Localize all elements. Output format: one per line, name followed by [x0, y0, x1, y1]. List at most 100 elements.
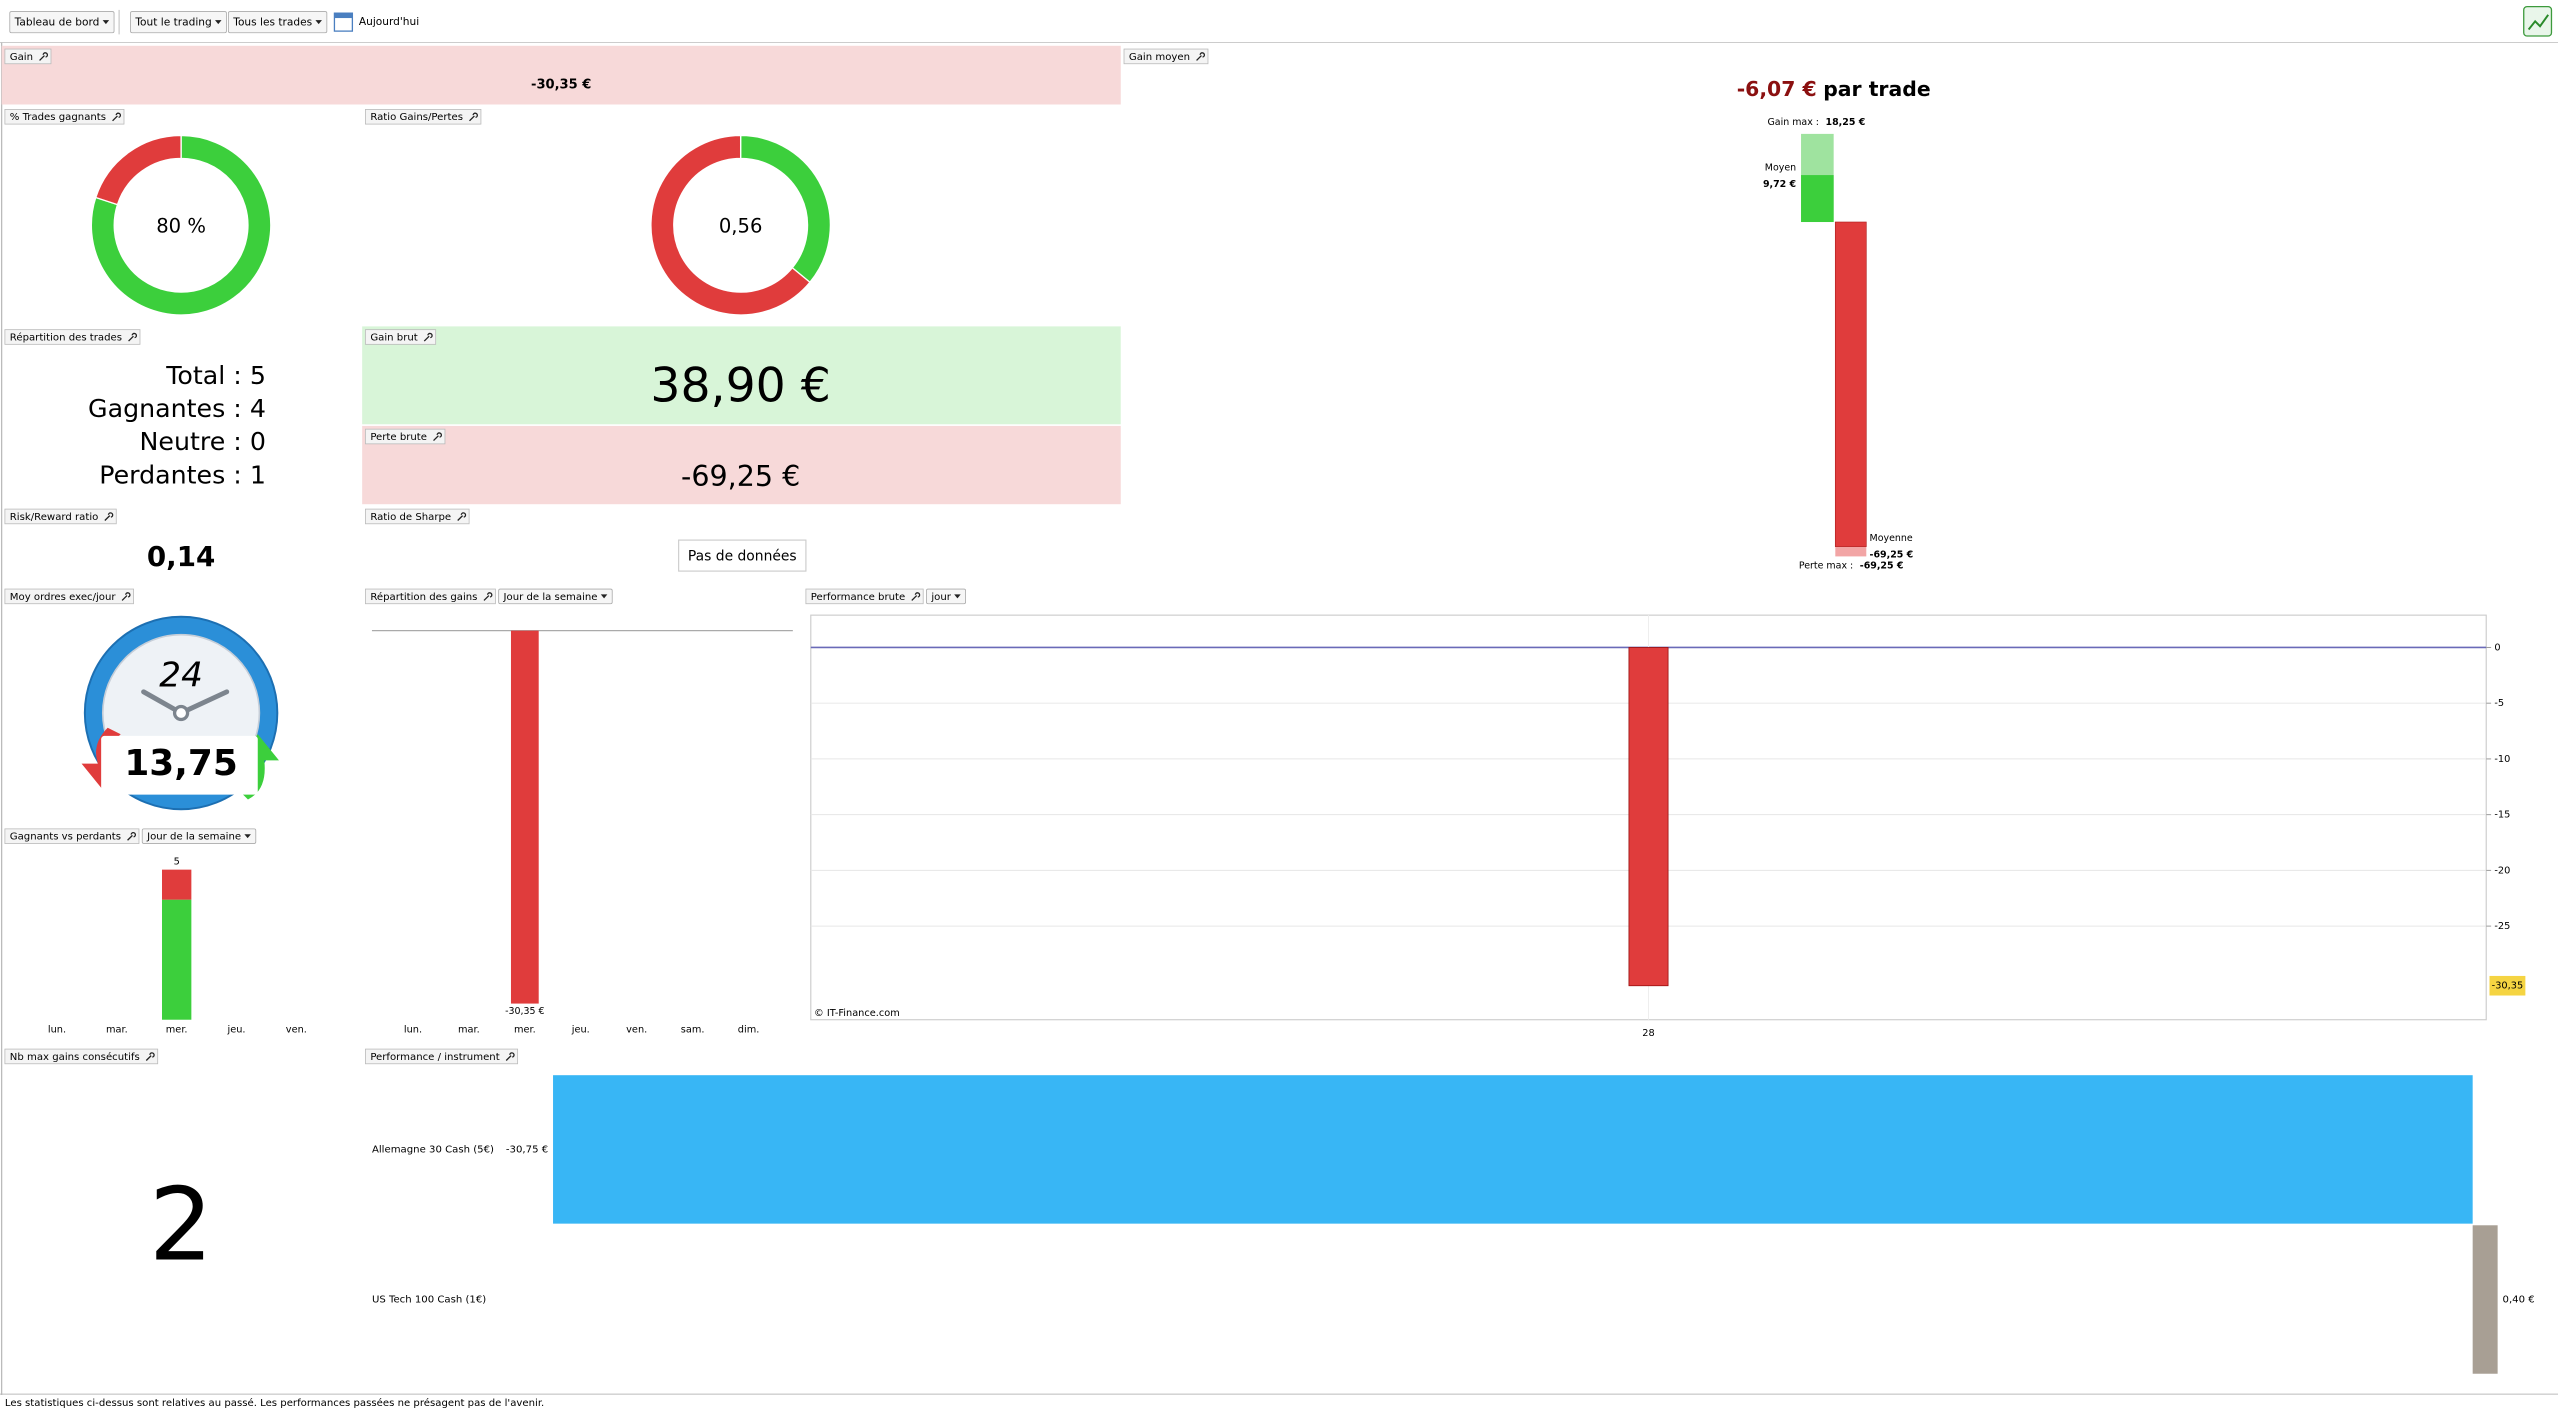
dropdown[interactable] [130, 11, 227, 34]
dropdown-arrow [102, 20, 110, 25]
wrench-icon[interactable] [469, 112, 478, 122]
gain-brut-value: 38,90 € [650, 358, 831, 413]
calendar-icon-top [334, 13, 353, 19]
trade-count: Perdantes : 1 [99, 460, 266, 489]
wrench-icon[interactable] [483, 592, 493, 601]
loss-max-value: -69,25 € [1860, 561, 1904, 572]
win-bar [161, 899, 192, 1020]
wrench-icon[interactable] [112, 112, 121, 122]
dropdown-label: Tableau de bord [14, 17, 100, 29]
wrench-icon[interactable] [423, 332, 433, 342]
panel-header [805, 588, 924, 605]
panel-header [4, 588, 134, 605]
avg-gain-label: Moyen [1765, 163, 1796, 174]
y-tick-label: 0 [2494, 642, 2500, 653]
wrench-icon[interactable] [121, 592, 131, 601]
dropdown[interactable] [141, 828, 257, 844]
gain-value: -30,35 € [531, 77, 591, 92]
wrench-icon[interactable] [145, 1052, 155, 1061]
clock-center [172, 704, 190, 722]
dropdown[interactable] [498, 588, 613, 605]
wrench-icon[interactable] [104, 512, 114, 521]
panel-header [365, 428, 446, 445]
risk-reward-value: 0,14 [147, 540, 215, 573]
panel-header [4, 1048, 159, 1065]
y-tick-label: -5 [2494, 698, 2504, 709]
x-tick-label: mar. [458, 1025, 480, 1036]
x-tick-label: mar. [106, 1025, 128, 1036]
total-label: 5 [174, 856, 180, 867]
gain-max-value: 18,25 € [1826, 117, 1866, 128]
value-label: -30,35 € [505, 1006, 545, 1017]
wrench-icon[interactable] [505, 1052, 515, 1061]
instrument-bar [553, 1075, 2473, 1224]
app-icon[interactable] [2523, 5, 2553, 37]
win-rate: 80 % [156, 214, 206, 237]
avg-gain-value: 9,72 € [1763, 179, 1796, 190]
dropdown[interactable] [926, 588, 967, 605]
instrument-label: US Tech 100 Cash (1€) [372, 1295, 486, 1306]
wrench-icon[interactable] [127, 832, 136, 841]
panel-header [365, 588, 496, 605]
x-tick-label: lun. [48, 1025, 66, 1036]
orders-value: 13,75 [124, 743, 237, 784]
panel-title: Répartition des trades [10, 331, 122, 343]
panel-title: Performance brute [811, 592, 905, 603]
panel-header [365, 109, 482, 125]
x-tick-label: sam. [681, 1025, 705, 1036]
ratio-value: 0,56 [719, 214, 763, 237]
panel-title: Gain brut [370, 332, 417, 343]
count-box [101, 735, 258, 795]
panel-header [4, 109, 125, 125]
wrench-icon[interactable] [128, 332, 137, 342]
panel-title: Performance / instrument [370, 1052, 499, 1063]
dropdown-arrow [214, 20, 222, 25]
x-tick-label: mer. [514, 1025, 536, 1036]
last-value-tag [2489, 975, 2526, 996]
panel-title: Gain [10, 52, 33, 63]
gain-moyen-suffix: par trade [1823, 77, 1930, 101]
perte-brute-panel [362, 425, 1121, 505]
no-data-box [678, 539, 807, 572]
last-value-label: -30,35 [2492, 981, 2523, 992]
dropdown[interactable] [227, 11, 328, 34]
dropdown[interactable] [9, 11, 115, 34]
x-tick-label: dim. [738, 1025, 760, 1036]
panel-title: Gain moyen [1129, 52, 1190, 63]
bar [1628, 647, 1669, 987]
dropdown-arrow [600, 594, 608, 599]
wrench-icon[interactable] [433, 432, 442, 442]
gain-panel [1, 45, 1121, 105]
panel-header [1123, 48, 1209, 65]
loss-bar [161, 869, 192, 900]
gain-moyen-amount: -6,07 € [1737, 77, 1817, 101]
panel-title: Moy ordres exec/jour [10, 592, 117, 603]
y-tick-label: -15 [2494, 810, 2510, 821]
dropdown-label: Tous les trades [232, 17, 312, 29]
y-tick-label: -20 [2494, 865, 2510, 876]
gain-max-label: Gain max : [1767, 117, 1819, 128]
avg-loss-value: -69,25 € [1870, 549, 1914, 560]
panel-header [4, 508, 117, 525]
wrench-icon[interactable] [1196, 52, 1205, 61]
trade-count: Gagnantes : 4 [88, 394, 266, 423]
panel-title: % Trades gagnants [10, 112, 106, 123]
wrench-icon[interactable] [457, 512, 467, 521]
panel-title: Ratio Gains/Pertes [370, 112, 463, 123]
panel-title: Risk/Reward ratio [10, 512, 99, 523]
panel-header [4, 329, 141, 345]
wrench-icon[interactable] [39, 52, 48, 61]
perte-brute-value: -69,25 € [681, 460, 800, 493]
x-tick-label: ven. [286, 1025, 307, 1036]
dropdown-arrow [954, 594, 961, 599]
loss-arc [650, 134, 811, 316]
panel-title: Gagnants vs perdants [10, 832, 121, 843]
x-tick-label: mer. [166, 1025, 188, 1036]
y-tick-label: -10 [2494, 754, 2510, 765]
loss-avg-bar [1834, 221, 1867, 547]
wrench-icon[interactable] [911, 592, 921, 601]
x-tick-label: jeu. [227, 1025, 246, 1036]
win-arc [90, 134, 272, 316]
